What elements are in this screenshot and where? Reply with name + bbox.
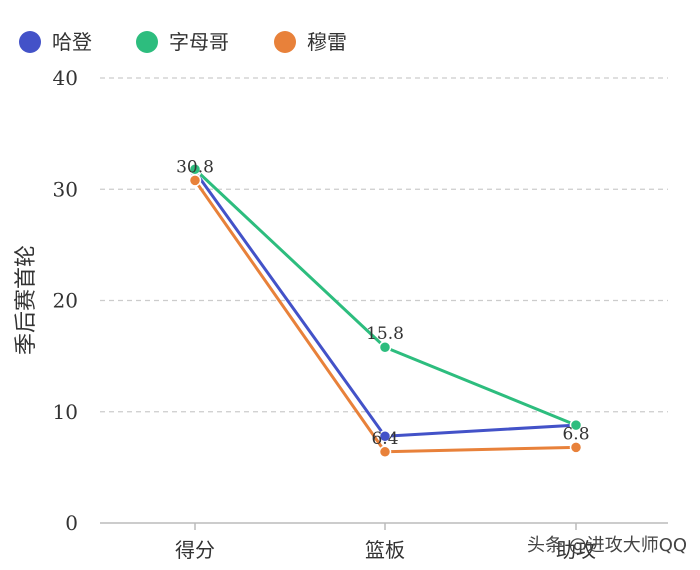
legend-label: 字母哥 bbox=[169, 30, 229, 54]
data-label: 15.8 bbox=[366, 324, 404, 344]
data-label: 6.4 bbox=[371, 429, 398, 449]
y-axis-title: 季后赛首轮 bbox=[14, 245, 39, 355]
y-axis: 0 10 20 30 40 bbox=[53, 66, 78, 535]
x-tick-label: 篮板 bbox=[365, 538, 405, 562]
legend: 哈登 字母哥 穆雷 bbox=[19, 30, 347, 54]
legend-marker bbox=[274, 31, 296, 53]
data-point[interactable] bbox=[569, 441, 583, 454]
series-lines bbox=[193, 168, 577, 454]
y-tick-label: 10 bbox=[53, 400, 78, 424]
x-tick-label: 得分 bbox=[175, 538, 215, 562]
y-tick-label: 20 bbox=[53, 289, 78, 313]
legend-marker bbox=[136, 31, 158, 53]
legend-item[interactable]: 字母哥 bbox=[136, 30, 229, 54]
y-tick-label: 40 bbox=[53, 66, 78, 90]
data-label: 30.8 bbox=[176, 157, 214, 177]
data-point[interactable] bbox=[378, 445, 392, 459]
series-line bbox=[193, 170, 577, 438]
series-points bbox=[188, 162, 583, 459]
watermark: 头条 @进攻大师QQ bbox=[527, 535, 687, 556]
y-tick-label: 0 bbox=[65, 511, 78, 535]
data-point[interactable] bbox=[188, 174, 202, 187]
data-point[interactable] bbox=[378, 429, 392, 443]
legend-label: 穆雷 bbox=[307, 30, 347, 54]
data-labels: 30.8 15.8 6.4 6.8 bbox=[176, 157, 589, 448]
data-label: 6.8 bbox=[562, 424, 589, 444]
series-line bbox=[193, 168, 577, 427]
legend-item[interactable]: 哈登 bbox=[19, 30, 92, 54]
data-point[interactable] bbox=[378, 340, 392, 354]
x-tick-label: 助攻 bbox=[556, 538, 596, 562]
legend-label: 哈登 bbox=[52, 30, 92, 54]
legend-marker bbox=[19, 31, 41, 53]
data-point[interactable] bbox=[569, 418, 583, 432]
grid bbox=[100, 77, 668, 413]
legend-item[interactable]: 穆雷 bbox=[274, 30, 347, 54]
x-axis: 得分 篮板 助攻 bbox=[100, 522, 668, 562]
y-tick-label: 30 bbox=[53, 177, 78, 201]
